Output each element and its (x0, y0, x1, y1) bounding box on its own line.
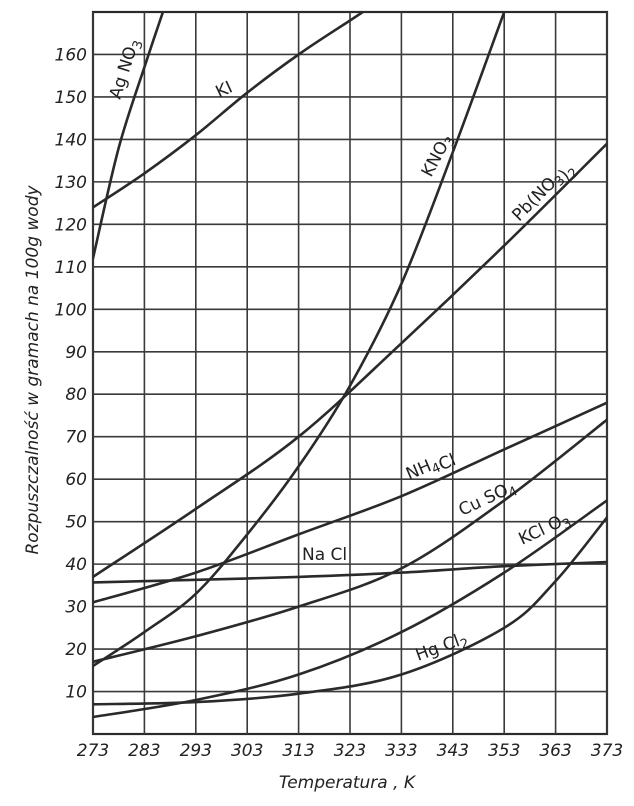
y-axis-title: Rozpuszczalność w gramach na 100g wody (23, 185, 43, 555)
curve-cuso4 (93, 418, 607, 664)
y-tick-label: 40 (65, 555, 87, 575)
x-tick-label: 273 (77, 741, 109, 761)
curve-hgcl2 (93, 516, 607, 706)
grid (91, 10, 609, 736)
y-tick-label: 150 (55, 88, 87, 108)
x-axis-title: Temperatura , K (279, 773, 417, 793)
y-tick-label: 140 (55, 130, 87, 150)
y-tick-labels: 10 20 30 40 50 60 70 80 90 100 110 120 130 140 150 160 (55, 45, 87, 702)
series-label-ki: KI (213, 78, 236, 103)
y-tick-label: 130 (55, 173, 87, 193)
x-tick-label: 343 (437, 741, 469, 761)
x-tick-label: 373 (591, 741, 623, 761)
y-tick-label: 120 (55, 215, 87, 235)
y-tick-label: 20 (65, 640, 87, 660)
series-label-pb-no3-2: Pb(NO3)2 (508, 157, 582, 231)
y-tick-label: 80 (65, 385, 87, 405)
x-tick-label: 283 (128, 741, 160, 761)
curve-nh4cl (93, 401, 607, 604)
x-tick-label: 353 (488, 741, 520, 761)
y-tick-label: 70 (65, 428, 87, 448)
y-tick-label: 60 (65, 470, 87, 490)
series-label-agno3: Ag NO3 (106, 36, 147, 102)
y-tick-label: 50 (65, 513, 87, 533)
x-tick-label: 293 (180, 741, 212, 761)
series-label-cuso4: Cu SO4 (456, 477, 521, 523)
series-label-nacl: Na Cl (302, 545, 347, 565)
curve-agno3 (93, 12, 165, 260)
x-tick-label: 363 (539, 741, 571, 761)
x-tick-label: 303 (231, 741, 263, 761)
x-tick-label: 323 (334, 741, 366, 761)
y-tick-label: 90 (65, 343, 87, 363)
curve-pb-no3-2 (93, 142, 607, 579)
curve-ki (93, 12, 366, 209)
y-tick-label: 110 (55, 258, 87, 278)
y-tick-label: 160 (55, 45, 87, 65)
x-tick-labels: 273 283 293 303 313 323 333 343 353 363 373 (77, 741, 623, 761)
curves (93, 12, 607, 719)
y-tick-label: 30 (65, 598, 87, 618)
curve-kno3 (93, 12, 506, 668)
series-label-hgcl2: Hg Cl2 (413, 628, 471, 668)
x-tick-label: 313 (282, 741, 314, 761)
x-tick-label: 333 (385, 741, 417, 761)
y-tick-label: 100 (55, 300, 87, 320)
y-tick-label: 10 (65, 683, 87, 703)
